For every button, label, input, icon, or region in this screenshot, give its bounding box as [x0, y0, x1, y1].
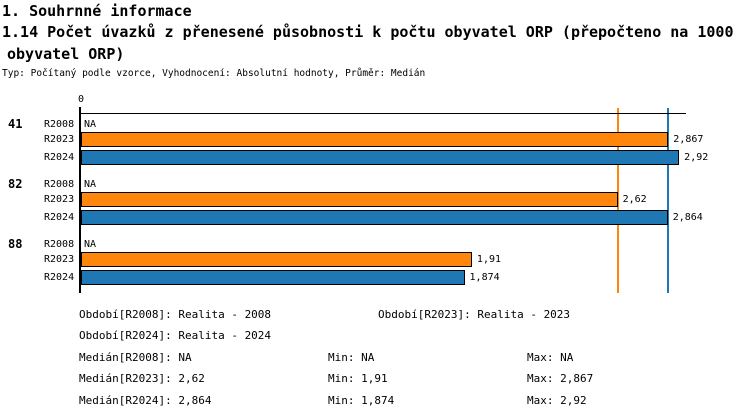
bar-na-label: NA — [84, 239, 97, 250]
legend-period-r2024: Období[R2024]: Realita - 2024 — [79, 329, 272, 342]
stat-min-r2024: Min: 1,874 — [328, 394, 395, 407]
bar — [81, 210, 668, 225]
chart-subtitle-line2: obyvatel ORP) — [7, 45, 125, 63]
bar-row-label: R2024 — [44, 272, 75, 283]
bar-value-label: 2,867 — [673, 134, 704, 145]
stat-median-r2024: Medián[R2024]: 2,864 — [79, 394, 212, 407]
stat-max-r2008: Max: NA — [527, 351, 574, 364]
stat-max-r2024: Max: 2,92 — [527, 394, 587, 407]
stat-max-r2023: Max: 2,867 — [527, 372, 594, 385]
bar-row-label: R2008 — [44, 119, 75, 130]
legend-period-r2008: Období[R2008]: Realita - 2008 — [79, 308, 272, 321]
bar-value-label: 1,91 — [476, 254, 502, 265]
bar-row-label: R2008 — [44, 239, 75, 250]
bar-row-label: R2008 — [44, 179, 75, 190]
bar-row-label: R2024 — [44, 212, 75, 223]
bar-value-label: 2,92 — [684, 152, 709, 163]
bar — [81, 150, 680, 165]
bar-row-label: R2023 — [44, 194, 75, 205]
stat-min-r2008: Min: NA — [328, 351, 375, 364]
bar-group-label: 41 — [8, 117, 23, 131]
bar-value-label: 1,874 — [469, 272, 500, 283]
chart-subtitle-line1: 1.14 Počet úvazků z přenesené působnosti… — [2, 23, 734, 41]
bar — [81, 192, 618, 207]
bar-na-label: NA — [84, 119, 97, 130]
bar-group-label: 88 — [8, 237, 23, 251]
stat-median-r2008: Medián[R2008]: NA — [79, 351, 192, 364]
page-title: 1. Souhrnné informace — [2, 2, 192, 20]
y-axis-line — [79, 107, 81, 293]
bar — [81, 270, 465, 285]
bar-group-label: 82 — [8, 177, 23, 191]
stat-median-r2023: Medián[R2023]: 2,62 — [79, 372, 205, 385]
bar-value-label: 2,864 — [672, 212, 703, 223]
x-axis-line — [80, 113, 686, 114]
chart-meta-line: Typ: Počítaný podle vzorce, Vyhodnocení:… — [2, 68, 426, 79]
bar-value-label: 2,62 — [622, 194, 647, 205]
stat-min-r2023: Min: 1,91 — [328, 372, 388, 385]
bar-na-label: NA — [84, 179, 97, 190]
median-line-r2023 — [616, 108, 619, 293]
bar-row-label: R2024 — [44, 152, 75, 163]
bar — [81, 132, 669, 147]
bar-row-label: R2023 — [44, 254, 75, 265]
legend-period-r2023: Období[R2023]: Realita - 2023 — [378, 308, 571, 321]
x-axis-zero-tick-label: 0 — [77, 94, 85, 105]
bar — [81, 252, 472, 267]
median-line-r2024 — [666, 108, 669, 293]
bar-row-label: R2023 — [44, 134, 75, 145]
